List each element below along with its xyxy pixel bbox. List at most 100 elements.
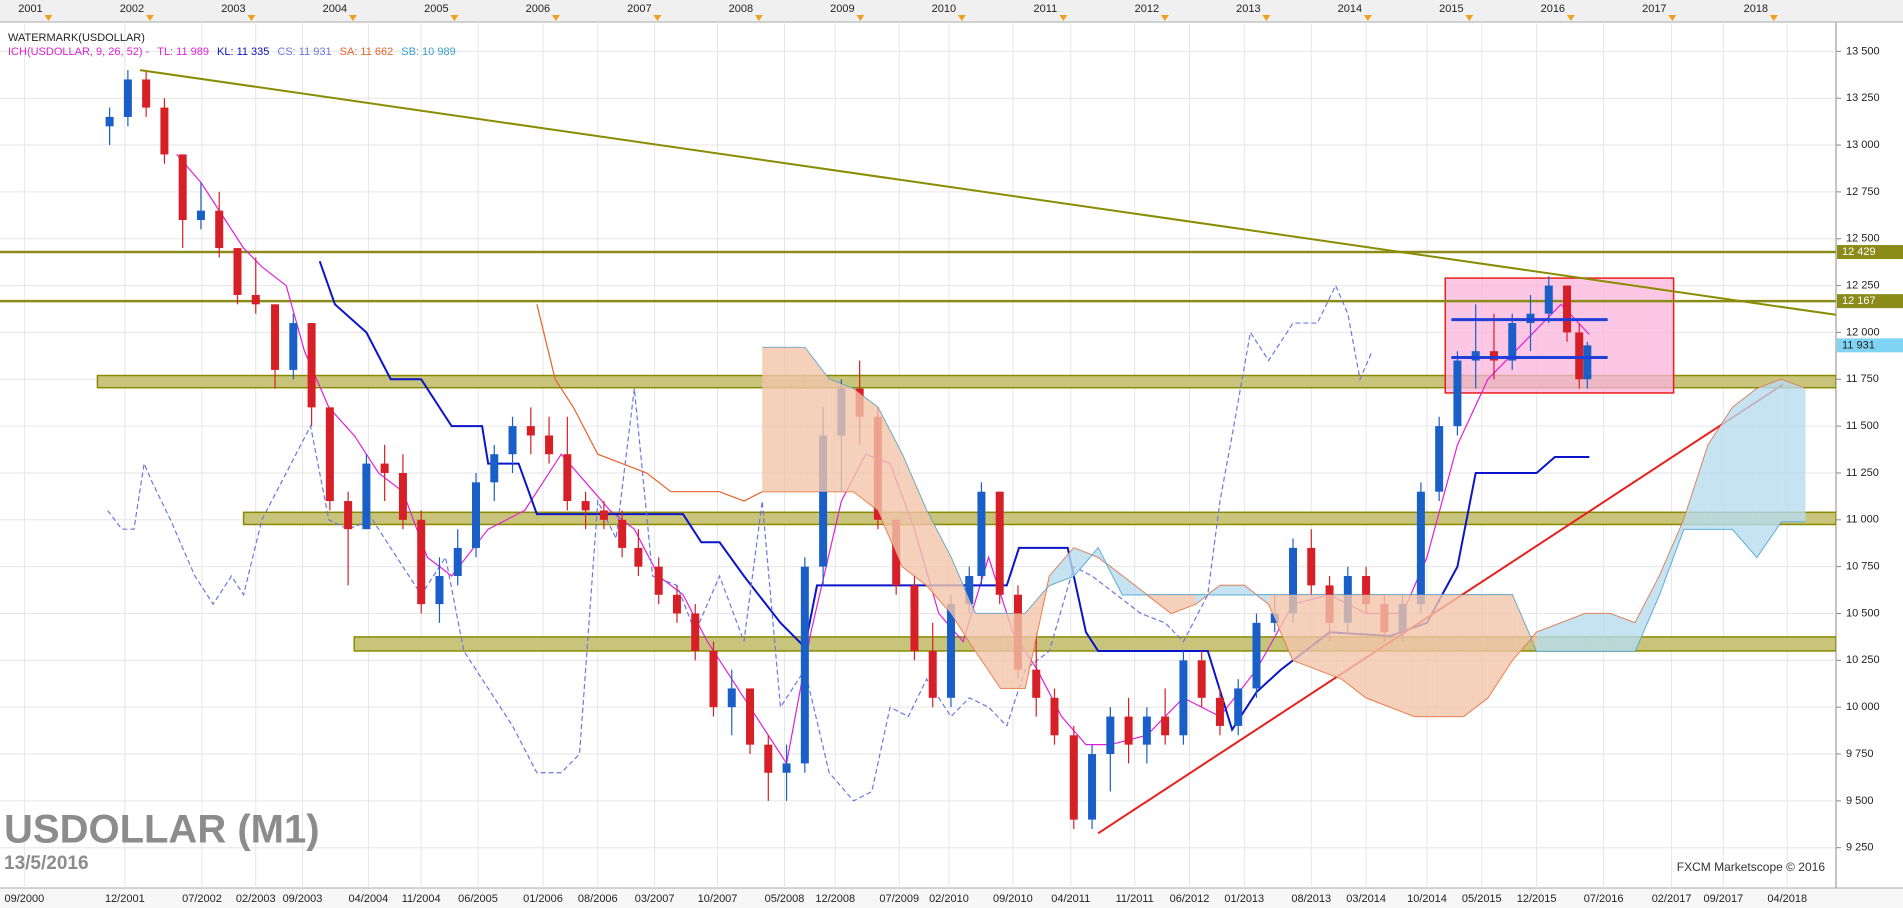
cloud-segment <box>853 388 878 511</box>
cloud-segment <box>1244 585 1269 605</box>
cloud-segment <box>1585 613 1610 651</box>
legend: ICH(USDOLLAR, 9, 26, 52) - TL: 11 989 KL: … <box>8 46 456 58</box>
y-tick-label: 13 500 <box>1846 45 1880 57</box>
price-marker-label: 11 931 <box>1842 339 1875 351</box>
candle-body <box>545 435 554 455</box>
candle-body <box>618 519 627 548</box>
candle-body <box>1289 547 1298 614</box>
x-top-tick-label: 2004 <box>323 3 347 15</box>
cloud-segment <box>1560 613 1586 651</box>
candle-body <box>1179 660 1188 736</box>
y-tick-label: 11 500 <box>1846 420 1879 432</box>
legend-entry: TL: 11 989 <box>157 46 209 58</box>
cloud-segment <box>1195 585 1220 605</box>
highlight-box <box>1444 277 1675 394</box>
x-top-tick-label: 2008 <box>729 3 753 15</box>
candle-body <box>1106 716 1115 755</box>
candle-body <box>910 585 919 651</box>
cloud-segment <box>1635 576 1660 651</box>
x-top-tick-label: 2005 <box>424 3 448 15</box>
level-marker-label: 12 429 <box>1842 246 1876 258</box>
candle-body <box>1563 285 1572 333</box>
candle-body <box>233 248 242 295</box>
cloud-segment <box>1536 622 1561 651</box>
cloud-segment <box>1487 594 1513 698</box>
x-tick-label: 01/2013 <box>1224 893 1264 905</box>
cloud-segment <box>1463 594 1488 717</box>
x-tick-label: 04/2004 <box>349 893 389 905</box>
x-tick-label: 02/2017 <box>1652 893 1692 905</box>
candle-body <box>727 688 736 708</box>
x-top-tick-marker <box>1769 15 1778 21</box>
source: FXCM Marketscope © 2016 <box>1677 860 1826 874</box>
y-tick-label: 9 250 <box>1846 842 1874 854</box>
chart-subtitle: 13/5/2016 <box>4 853 89 874</box>
candle-body <box>417 519 426 605</box>
x-top-tick-marker <box>1566 15 1575 21</box>
candle-body <box>599 510 608 520</box>
cloud-segment <box>1512 594 1537 661</box>
x-top-tick-marker <box>450 15 459 21</box>
candle-body <box>946 604 955 698</box>
x-tick-label: 08/2013 <box>1291 893 1331 905</box>
candle-body <box>508 426 517 455</box>
candle-body <box>709 650 718 708</box>
candle-body <box>105 116 114 127</box>
cloud-segment <box>762 347 805 492</box>
cloud-segment <box>1439 594 1464 717</box>
bottom-axis-strip <box>0 888 1903 908</box>
cloud-segment <box>1293 594 1318 670</box>
candle-body <box>1215 697 1224 726</box>
candle-body <box>271 304 280 370</box>
x-tick-label: 04/2011 <box>1051 893 1090 905</box>
candle-body <box>142 79 151 108</box>
y-tick-label: 12 000 <box>1846 326 1880 338</box>
candle-body <box>1508 323 1517 361</box>
candle-body <box>782 763 791 773</box>
x-tick-label: 03/2014 <box>1346 893 1386 905</box>
candle-body <box>691 613 700 651</box>
candle-body <box>1234 688 1243 726</box>
x-top-tick-label: 2013 <box>1236 3 1260 15</box>
candle-body <box>965 576 974 605</box>
candle-body <box>435 576 444 605</box>
cloud-segment <box>1659 519 1684 595</box>
x-tick-label: 02/2010 <box>929 893 969 905</box>
x-top-tick-marker <box>1160 15 1169 21</box>
legend-entry: CS: 11 931 <box>277 46 331 58</box>
x-top-tick-marker <box>653 15 662 21</box>
candle-body <box>928 650 937 698</box>
cloud-segment <box>1098 547 1123 595</box>
cloud-segment <box>975 613 1001 689</box>
x-tick-label: 09/2017 <box>1703 893 1743 905</box>
x-top-tick-label: 2001 <box>18 3 42 15</box>
x-tick-label: 12/2015 <box>1517 893 1557 905</box>
candle-body <box>995 491 1004 595</box>
x-top-tick-marker <box>145 15 154 21</box>
candle-body <box>1583 345 1592 380</box>
support-zone <box>242 511 1836 526</box>
indicator-line <box>107 284 1373 802</box>
candle-body <box>472 482 480 548</box>
cloud-segment <box>877 407 903 567</box>
candle-body <box>215 210 224 249</box>
x-top-tick-marker <box>1465 15 1474 21</box>
candle-body <box>398 472 407 520</box>
legend-entry: SA: 11 662 <box>340 46 394 58</box>
level-marker-label: 12 167 <box>1842 295 1876 307</box>
y-tick-label: 10 500 <box>1846 607 1880 619</box>
cloud-segment <box>1122 576 1147 595</box>
x-tick-label: 11/2011 <box>1116 893 1154 905</box>
x-top-tick-label: 2009 <box>830 3 854 15</box>
candle-body <box>1362 576 1371 605</box>
x-tick-label: 10/2007 <box>698 893 738 905</box>
cloud-segment <box>1366 594 1391 708</box>
x-top-tick-marker <box>551 15 560 21</box>
trendline <box>139 69 1836 316</box>
candle-body <box>123 79 132 117</box>
candle-body <box>1050 697 1059 736</box>
candle-body <box>1471 351 1480 361</box>
cloud-segment <box>1025 576 1050 689</box>
candle-body <box>1161 716 1170 736</box>
